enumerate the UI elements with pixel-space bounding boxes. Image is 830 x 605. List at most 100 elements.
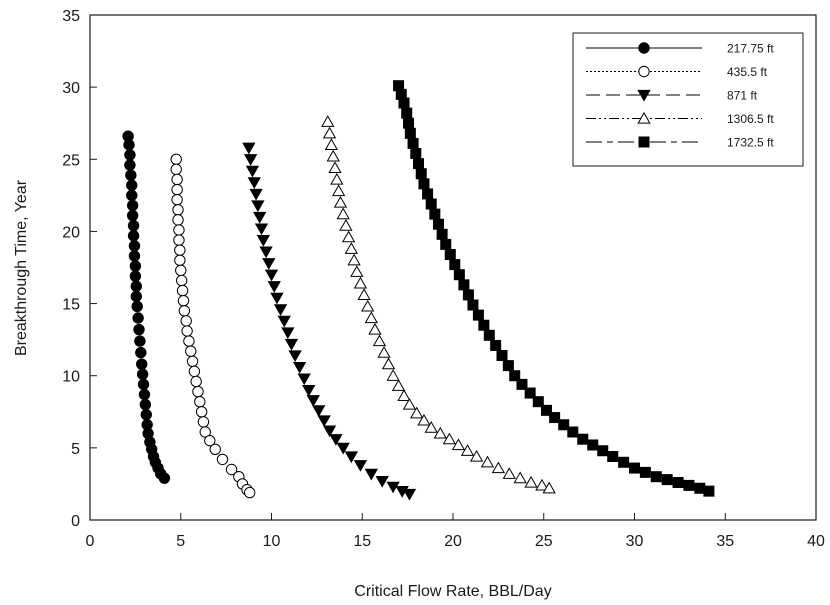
- data-point: [364, 468, 378, 481]
- data-point: [171, 193, 183, 206]
- data-point: [357, 288, 371, 301]
- data-point: [137, 378, 150, 391]
- data-point: [124, 149, 136, 161]
- data-point: [425, 198, 437, 210]
- data-point: [502, 360, 514, 372]
- legend-box: [572, 32, 804, 167]
- data-point: [177, 294, 190, 307]
- data-point: [174, 254, 186, 266]
- x-tick-label: 30: [626, 533, 644, 550]
- data-point: [381, 357, 396, 370]
- data-point: [401, 107, 413, 119]
- data-point: [306, 395, 320, 407]
- data-point: [368, 322, 382, 335]
- data-point: [341, 230, 356, 243]
- legend-label: 217.75 ft: [727, 42, 774, 56]
- data-point: [460, 444, 475, 456]
- data-point: [502, 467, 516, 479]
- data-point: [288, 350, 302, 363]
- y-tick-label: 5: [71, 441, 80, 458]
- data-point: [281, 327, 295, 340]
- data-point: [324, 138, 339, 150]
- data-point: [336, 207, 350, 220]
- data-point: [133, 323, 145, 336]
- data-point: [410, 148, 422, 160]
- data-point: [449, 259, 461, 271]
- data-point: [312, 405, 326, 417]
- data-point: [375, 475, 389, 488]
- data-point: [587, 439, 599, 451]
- y-axis-title: Breakthrough Time, Year: [13, 179, 30, 356]
- data-point: [535, 478, 549, 491]
- data-point: [509, 370, 521, 382]
- data-point: [330, 172, 344, 185]
- data-point: [173, 234, 185, 246]
- data-point: [398, 97, 410, 109]
- data-point: [245, 165, 260, 178]
- data-point: [170, 163, 182, 176]
- data-point: [170, 153, 182, 165]
- data-point: [350, 265, 364, 277]
- data-point: [188, 365, 201, 378]
- data-point: [270, 292, 284, 305]
- data-point: [126, 199, 139, 212]
- data-point: [410, 406, 424, 419]
- data-point: [433, 426, 447, 439]
- x-tick-label: 25: [535, 533, 553, 550]
- data-point: [444, 249, 456, 261]
- data-point: [353, 460, 368, 472]
- data-point: [171, 183, 183, 196]
- data-point: [326, 149, 340, 162]
- data-point: [174, 244, 186, 256]
- data-point: [302, 385, 316, 397]
- data-point: [175, 274, 188, 287]
- data-point: [402, 397, 417, 410]
- data-point: [372, 334, 387, 347]
- data-point: [451, 438, 466, 451]
- x-tick-label: 40: [807, 533, 825, 550]
- data-point: [322, 425, 337, 438]
- data-point: [478, 319, 490, 331]
- data-point: [458, 279, 470, 291]
- data-point: [126, 209, 139, 222]
- data-point: [130, 290, 142, 303]
- data-point: [178, 305, 191, 317]
- data-point: [259, 246, 273, 259]
- data-point: [128, 250, 141, 262]
- data-point: [197, 416, 210, 428]
- data-point: [436, 228, 448, 240]
- data-point: [577, 433, 589, 445]
- data-point: [402, 488, 417, 501]
- data-point: [524, 475, 538, 488]
- data-point: [683, 479, 695, 491]
- data-point: [397, 389, 411, 402]
- data-point: [131, 300, 143, 313]
- x-tick-label: 15: [353, 533, 371, 550]
- data-point: [339, 219, 353, 231]
- data-point: [483, 329, 495, 341]
- data-point: [124, 159, 136, 171]
- data-point: [249, 188, 263, 201]
- data-point: [513, 471, 527, 484]
- data-point: [331, 184, 346, 197]
- data-point: [344, 451, 359, 464]
- data-point: [424, 421, 438, 433]
- legend-label: 871 ft: [727, 89, 758, 103]
- data-point: [429, 208, 441, 220]
- data-point: [136, 368, 149, 380]
- data-point: [542, 481, 556, 494]
- data-point: [558, 419, 570, 431]
- data-point: [469, 449, 484, 462]
- data-point: [549, 412, 561, 424]
- y-tick-label: 30: [62, 80, 80, 97]
- x-tick-label: 20: [444, 533, 462, 550]
- data-point: [524, 387, 536, 399]
- data-point: [138, 388, 151, 401]
- data-point: [242, 142, 256, 155]
- data-point: [567, 426, 579, 438]
- data-point: [672, 476, 684, 488]
- data-point: [128, 240, 141, 252]
- data-point: [422, 188, 434, 200]
- data-point: [209, 443, 221, 455]
- data-point: [417, 413, 431, 426]
